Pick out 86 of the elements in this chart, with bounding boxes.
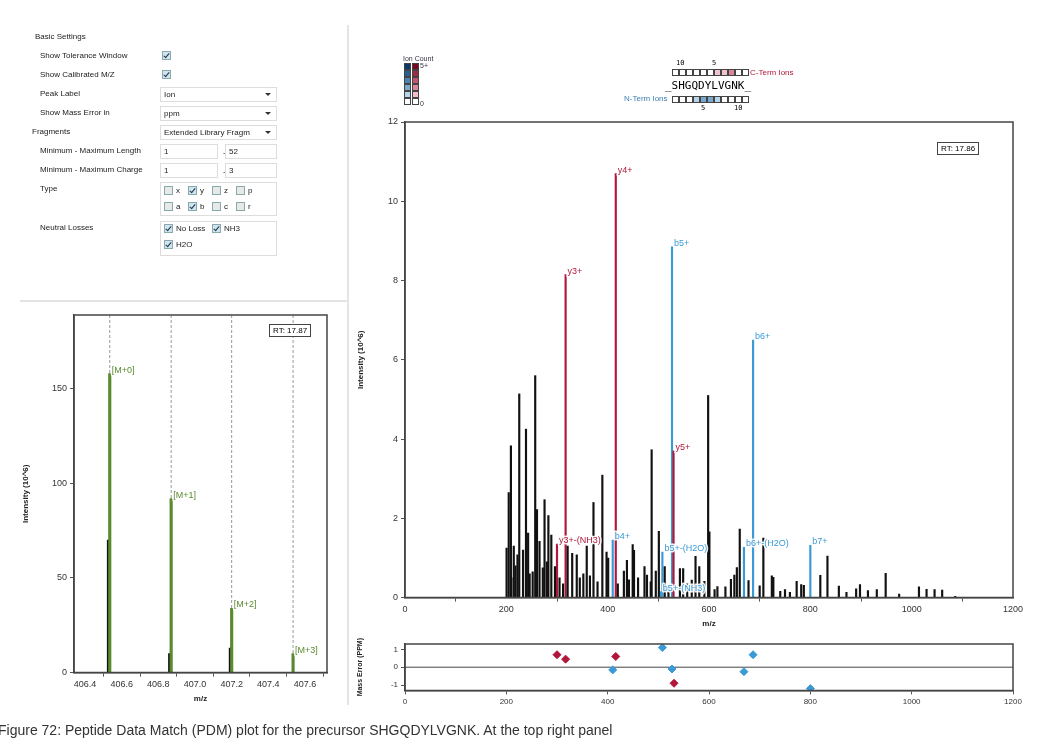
annotation: b7+ — [812, 536, 828, 547]
y-tick-label: -1 — [390, 680, 399, 690]
text-field: 1 — [160, 144, 218, 159]
x-tick-label: 407.4 — [257, 679, 280, 690]
y-axis-title: Intensity (10^6) — [356, 330, 365, 390]
annotation: b5+ — [674, 237, 690, 248]
text-field: 3 — [225, 163, 277, 178]
text: H2O — [176, 240, 193, 249]
annotation: [M+1] — [173, 489, 196, 500]
annotation: y4+ — [617, 164, 633, 175]
annotation: b5+-(NH3) — [662, 582, 706, 593]
text: x — [176, 186, 180, 195]
text: - — [223, 167, 226, 176]
text: c — [224, 202, 228, 211]
y-tick-label: 2 — [392, 512, 398, 523]
text: y — [200, 186, 204, 195]
annotation: [M+0] — [111, 364, 135, 375]
x-tick-label: 1200 — [1002, 604, 1024, 615]
x-tick-label: 600 — [701, 604, 717, 615]
x-axis-title: m/z — [702, 619, 716, 629]
x-tick-label: 406.6 — [110, 679, 133, 690]
annotation: [M+2] — [233, 599, 257, 610]
text: b — [200, 202, 205, 211]
x-tick-label: 1200 — [1004, 697, 1023, 707]
text: Show Mass Error in — [40, 108, 110, 117]
x-tick-label: 600 — [702, 697, 717, 707]
dropdown-field: ppm — [160, 106, 277, 121]
x-tick-label: 407.2 — [220, 679, 243, 690]
x-tick-label: 406.8 — [147, 679, 170, 690]
x-tick-label: 400 — [600, 604, 616, 615]
text: Show Tolerance Window — [40, 51, 128, 60]
text: C-Term Ions — [750, 68, 794, 77]
text: p — [248, 186, 253, 195]
text: Minimum - Maximum Charge — [40, 165, 143, 174]
text-field: 1 — [160, 163, 218, 178]
y-tick-label: 4 — [392, 433, 398, 444]
x-tick-label: 407.0 — [183, 679, 207, 690]
caption: Figure 72: Peptide Data Match (PDM) plot for the precursor SHGQDYLVGNK. At the top right panel — [0, 722, 613, 738]
text-field: 52 — [225, 144, 277, 159]
annotation: y3+ — [567, 265, 583, 276]
y-axis-title: Intensity (10^6) — [21, 464, 30, 524]
text: Basic Settings — [35, 32, 86, 41]
y-tick-label: 0 — [61, 667, 67, 678]
text: Peak Label — [40, 89, 81, 98]
text: _SHGQDYLVGNK_ — [665, 79, 752, 92]
annotation: RT: 17.87 — [269, 324, 312, 337]
y-tick-label: 0 — [392, 592, 398, 603]
y-tick-label: 50 — [56, 572, 67, 583]
text: Type — [40, 184, 58, 193]
x-axis-title: m/z — [193, 694, 208, 704]
y-tick-label: 1 — [393, 644, 399, 654]
y-tick-label: 8 — [392, 275, 398, 286]
x-tick-label: 0 — [402, 697, 408, 707]
dropdown-field: Extended Library Fragm — [160, 125, 277, 140]
x-tick-label: 200 — [498, 604, 514, 615]
text: No Loss — [176, 224, 206, 233]
y-tick-label: 100 — [51, 477, 67, 488]
annotation: b6+ — [755, 330, 771, 341]
dropdown-field: Ion — [160, 87, 277, 102]
text: - — [223, 148, 226, 157]
y-tick-label: 0 — [393, 662, 399, 672]
x-tick-label: 1000 — [901, 604, 922, 615]
x-tick-label: 400 — [600, 697, 615, 707]
annotation: y5+ — [675, 441, 691, 452]
text: NH3 — [224, 224, 241, 233]
x-tick-label: 407.6 — [293, 679, 317, 690]
annotation: [M+3] — [295, 644, 318, 655]
x-tick-label: 0 — [402, 604, 408, 615]
x-tick-label: 800 — [802, 604, 818, 615]
text: N-Term Ions — [624, 94, 668, 103]
y-tick-label: 10 — [387, 195, 398, 206]
x-tick-label: 200 — [499, 697, 514, 707]
text: Fragments — [32, 127, 71, 136]
y-tick-label: 12 — [387, 116, 398, 127]
text: a — [176, 202, 181, 211]
y-tick-label: 6 — [392, 354, 398, 365]
text: r — [248, 202, 251, 211]
x-tick-label: 1000 — [902, 697, 922, 707]
text: Neutral Losses — [40, 223, 94, 232]
x-tick-label: 800 — [803, 697, 818, 707]
text: Show Calibrated M/Z — [40, 70, 115, 79]
annotation: RT: 17.86 — [937, 142, 980, 155]
x-tick-label: 406.4 — [73, 679, 97, 690]
text: Minimum - Maximum Length — [40, 146, 141, 155]
y-tick-label: 150 — [51, 383, 67, 394]
text: z — [224, 186, 228, 195]
